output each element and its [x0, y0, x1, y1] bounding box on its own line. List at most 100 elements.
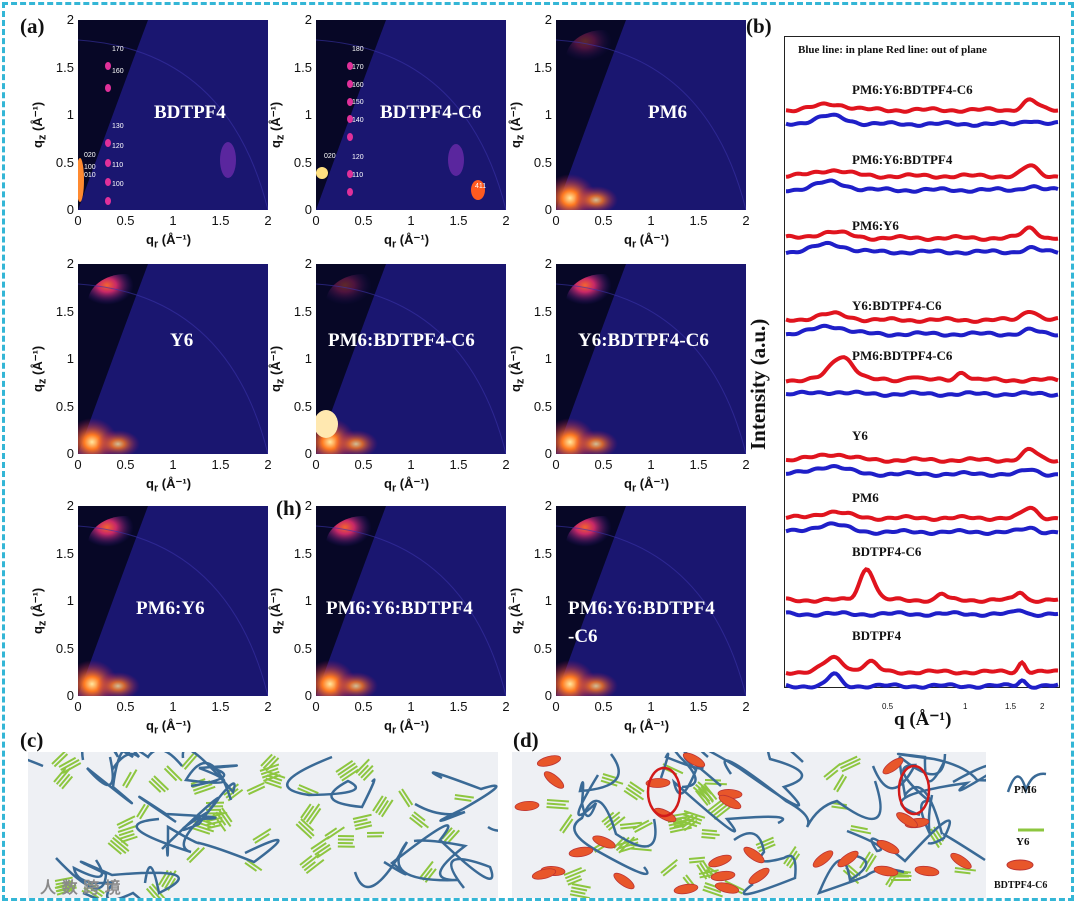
gixd-xtick: 0	[312, 699, 320, 714]
peak-label: 160	[112, 68, 124, 75]
pm6-chain	[816, 854, 905, 896]
gixd-xtick: 0.5	[116, 213, 135, 228]
out-of-plane-line	[785, 225, 1059, 243]
gixd-ytick: 1	[66, 107, 74, 122]
out-of-plane-line	[785, 446, 1059, 464]
in-plane-line	[785, 608, 1059, 619]
gixd-ytick: 1.5	[293, 303, 312, 319]
gixd-ytick: 0.5	[293, 640, 312, 656]
gixd-xtick: 0	[74, 457, 82, 472]
profile-sample-label: Y6	[852, 428, 868, 443]
bdtpf4-molecule	[743, 846, 765, 864]
gixd-xtick: 0	[312, 457, 320, 472]
gixd-xtick: 2	[502, 699, 510, 714]
gixd-plot	[556, 264, 746, 454]
gixd-ytick: 1.5	[533, 303, 552, 319]
gixd-xtick: 1	[407, 699, 415, 714]
y6-stack	[324, 826, 345, 840]
gixd-ytick: 0.5	[533, 154, 552, 170]
gixd-xtick: 1.5	[211, 213, 230, 228]
peak-label: 120	[112, 143, 124, 150]
y6-stack	[623, 781, 645, 801]
gixd-xtick: 1	[407, 213, 415, 228]
pm6-chain	[353, 839, 468, 889]
y6-stack	[823, 763, 841, 781]
gixd-xtick: 0	[552, 457, 560, 472]
pm6-chain	[383, 824, 494, 889]
y6-stack	[299, 853, 325, 875]
gixd-title: BDTPF4-C6	[380, 102, 482, 123]
gixd-ytick: 1.5	[55, 303, 74, 319]
y6-stack	[688, 856, 706, 864]
gixd-ytick: 1.5	[293, 545, 312, 561]
gixd-plot	[316, 264, 506, 454]
profile-sample-label: PM6:BDTPF4-C6	[852, 348, 953, 363]
gixd-xtick: 0.5	[116, 699, 135, 714]
bdtpf4-molecule	[708, 854, 732, 868]
gixd-x-label: qr (Å⁻¹)	[384, 476, 430, 495]
gixd-ytick: 0.5	[293, 154, 312, 170]
profile-x-label: q (Å⁻¹)	[894, 709, 952, 730]
bdtpf4-molecule	[950, 852, 972, 870]
peak-label: 160	[352, 82, 364, 89]
gixd-x-label: qr (Å⁻¹)	[384, 718, 430, 737]
gixd-ytick: 1.5	[533, 59, 552, 75]
peak-label: 180	[352, 46, 364, 53]
pm6-chain	[55, 857, 180, 895]
peak-label: 110	[112, 162, 124, 169]
gixd-y-label: qz (Å⁻¹)	[508, 101, 527, 148]
bdtpf4-molecule	[714, 882, 740, 894]
out-of-plane-line	[785, 355, 1059, 384]
panel-label-h: (h)	[276, 496, 302, 520]
gixd-xtick: 0.5	[354, 699, 373, 714]
y6-stack	[707, 797, 731, 821]
y6-stack	[600, 773, 624, 787]
gixd-xtick: 1	[169, 699, 177, 714]
gixd-plot	[78, 506, 268, 696]
gixd-ytick: 1.5	[293, 59, 312, 75]
gixd-ytick: 0	[304, 688, 312, 703]
bdtpf4-molecule	[531, 868, 557, 880]
y6-stack	[632, 819, 653, 833]
y6-stack	[679, 814, 698, 832]
gixd-ytick: 1	[304, 107, 312, 122]
gixd-ytick: 0	[304, 202, 312, 217]
profile-sample-label: PM6:Y6:BDTPF4	[852, 152, 953, 167]
gixd-ytick: 2	[304, 498, 312, 513]
gixd-ytick: 2	[544, 256, 552, 271]
gixd-xtick: 0.5	[594, 699, 613, 714]
in-plane-line	[785, 240, 1059, 256]
gixd-x-label: qr (Å⁻¹)	[384, 232, 430, 251]
peak-label: 100	[84, 164, 96, 171]
bdtpf4-molecule	[837, 850, 859, 868]
y6-stack	[696, 860, 713, 880]
gixd-xtick: 1	[169, 213, 177, 228]
gixd-xtick: 0	[552, 213, 560, 228]
gixd-title-line2: -C6	[568, 626, 598, 647]
y6-stack	[619, 821, 642, 830]
gixd-xtick: 1.5	[211, 457, 230, 472]
gixd-ytick: 0	[544, 446, 552, 461]
out-of-plane-line	[785, 163, 1059, 180]
panel-label-d: (d)	[513, 728, 539, 752]
pm6-chain	[135, 795, 217, 854]
out-of-plane-line	[785, 567, 1059, 604]
gixd-xtick: 1.5	[689, 457, 708, 472]
gixd-y-label: qz (Å⁻¹)	[268, 345, 287, 392]
bdtpf4-molecule	[536, 755, 562, 767]
gixd-y-label: qz (Å⁻¹)	[268, 587, 287, 634]
pm6-chain	[577, 753, 620, 818]
y6-stack	[355, 758, 374, 781]
bdtpf4-molecule	[882, 757, 904, 775]
gixd-xtick: 2	[742, 699, 750, 714]
y6-stack	[212, 807, 233, 832]
legend-y6: Y6	[1016, 836, 1030, 848]
out-of-plane-line	[785, 505, 1059, 523]
gixd-xtick: 1	[169, 457, 177, 472]
gixd-xtick: 2	[264, 213, 272, 228]
bdtpf4-molecule	[873, 865, 899, 877]
y6-stack	[53, 767, 74, 790]
pm6-chain	[414, 771, 498, 823]
gixd-title: PM6:BDTPF4-C6	[328, 330, 475, 351]
morphology-d-drawing	[514, 734, 1054, 900]
